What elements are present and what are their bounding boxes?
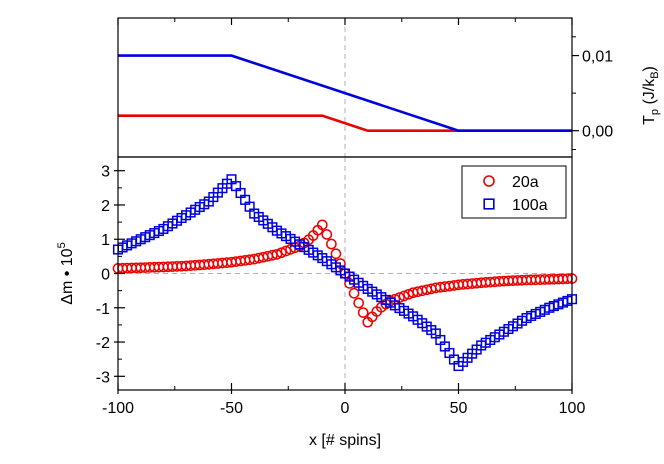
bottom-series-100a bbox=[112, 174, 578, 372]
y-tick-label: -2 bbox=[96, 335, 110, 352]
top-series-line-100a bbox=[118, 54, 572, 132]
data-point-20a bbox=[321, 229, 333, 240]
bottom-panel: -100 -50 0 50 100 3 2 1 0 -1 -2 -3 x [# spins] Δm •… bbox=[56, 156, 586, 449]
x-tick-label: -50 bbox=[220, 400, 243, 417]
legend-box bbox=[461, 165, 567, 219]
data-point-20a bbox=[357, 307, 369, 318]
data-point-20a bbox=[271, 248, 283, 260]
top-y-axis-label: Tp (J/kB) bbox=[641, 66, 661, 125]
y-tick-label: 2 bbox=[101, 198, 110, 215]
data-point-20a bbox=[398, 290, 410, 302]
legend-label-100a: 100a bbox=[512, 197, 548, 214]
data-point-20a bbox=[348, 287, 360, 299]
top-series-group bbox=[118, 54, 572, 132]
legend-marker-100a bbox=[483, 198, 495, 210]
bottom-ticks-group: -100 -50 0 50 100 3 2 1 0 -1 -2 -3 bbox=[96, 164, 586, 417]
data-point-20a bbox=[280, 245, 292, 257]
data-point-20a bbox=[330, 248, 342, 260]
y-tick-label: 3 bbox=[101, 164, 110, 181]
data-point-20a bbox=[326, 238, 337, 250]
top-y-tick-label: 0,01 bbox=[582, 49, 613, 66]
y-tick-label: -1 bbox=[96, 301, 110, 318]
y-tick-label: 0 bbox=[101, 267, 110, 284]
top-ticks-group: 0,00 0,01 bbox=[117, 18, 613, 150]
x-tick-label: 0 bbox=[341, 400, 350, 417]
data-point-20a bbox=[353, 297, 364, 309]
legend-marker-20a bbox=[483, 175, 495, 187]
bottom-y-axis-label: Δm • 105 bbox=[56, 242, 76, 304]
y-tick-label: 1 bbox=[101, 232, 110, 249]
x-tick-label: 50 bbox=[450, 400, 468, 417]
data-point-20a bbox=[276, 247, 287, 259]
top-y-tick-label: 0,00 bbox=[582, 124, 613, 141]
legend-label-20a: 20a bbox=[512, 174, 539, 191]
data-point-20a bbox=[316, 219, 328, 231]
legend: 20a 100a bbox=[461, 165, 567, 219]
x-axis-label: x [# spins] bbox=[309, 432, 381, 449]
x-tick-label: -100 bbox=[102, 400, 134, 417]
x-tick-label: 100 bbox=[559, 400, 586, 417]
top-panel: 0,00 0,01 Tp (J/kB) bbox=[117, 17, 661, 158]
y-tick-label: -3 bbox=[96, 369, 110, 386]
